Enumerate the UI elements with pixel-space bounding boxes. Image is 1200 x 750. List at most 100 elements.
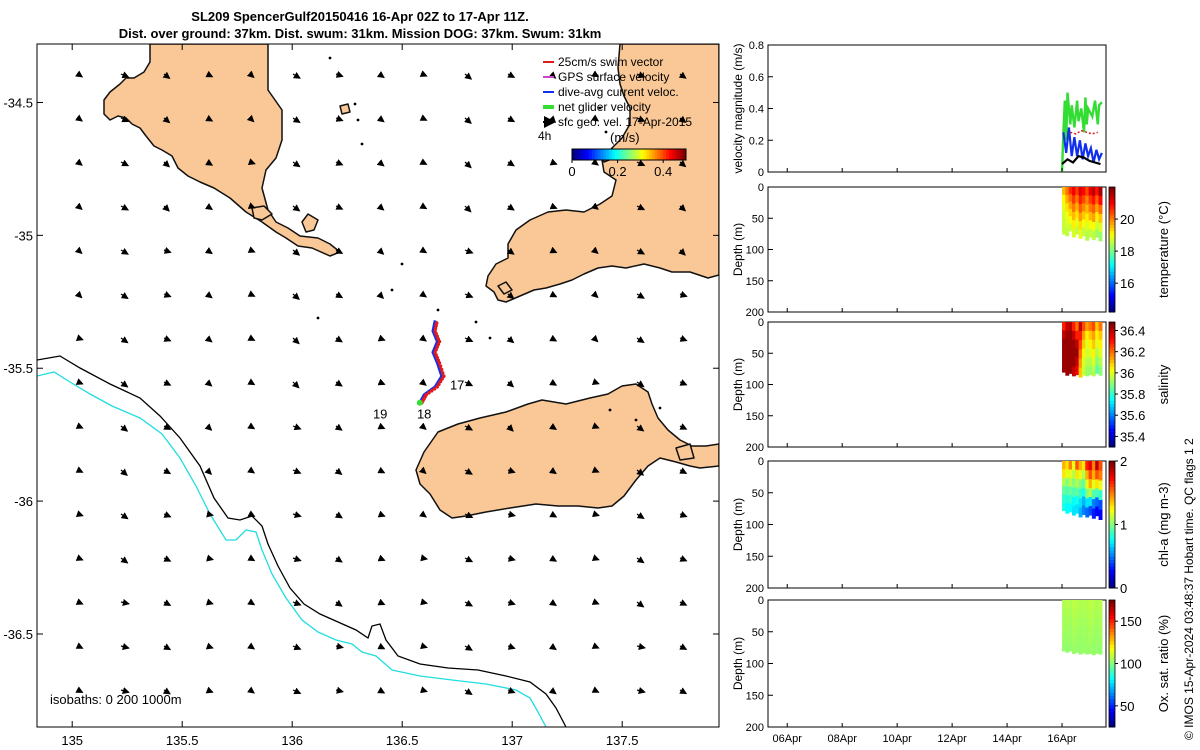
salinity-cell (1065, 339, 1070, 350)
oxygen-y-tick-label: 150 (746, 690, 764, 702)
oxygen-colorbar-segment (1109, 634, 1115, 639)
oxygen-colorbar-segment (1109, 704, 1115, 709)
temperature-cell (1081, 203, 1086, 212)
oxygen-cell (1062, 616, 1066, 626)
oxygen-colorbar-segment (1109, 666, 1115, 671)
temperature-cell (1065, 211, 1070, 221)
geo-velocity-arrow (335, 686, 344, 694)
land-islet-5 (675, 443, 695, 461)
salinity-colorbar-label: salinity (1156, 364, 1171, 404)
salinity-cell (1078, 340, 1083, 351)
temperature-colorbar-segment (1109, 187, 1115, 191)
geo-velocity-arrow (679, 335, 688, 342)
geo-velocity-arrow (292, 160, 301, 168)
geo-velocity-arrow (377, 686, 386, 694)
salinity-colorbar-segment (1109, 372, 1115, 376)
geo-velocity-arrow (75, 378, 84, 385)
colorbar-segment (614, 149, 619, 160)
swim-vector-dot (434, 321, 439, 325)
salinity-cell (1071, 322, 1076, 332)
salinity-ylabel: Depth (m) (731, 358, 745, 411)
salinity-cell (1068, 347, 1073, 357)
swim-vector-dot (427, 391, 431, 395)
salinity-colorbar-segment (1109, 400, 1115, 404)
oxygen-cell (1088, 617, 1093, 628)
chl-a-cell (1062, 469, 1066, 479)
geo-velocity-arrow (247, 510, 256, 517)
salinity-cell (1085, 339, 1090, 350)
temperature-cell (1091, 204, 1096, 214)
isobath-200m (37, 355, 567, 727)
swim-vector-dot (434, 331, 438, 336)
temperature-colorbar-segment (1109, 271, 1115, 276)
oxygen-cell (1075, 634, 1080, 644)
geo-velocity-arrow (204, 247, 213, 255)
oxygen-cell (1095, 617, 1100, 628)
colorbar-segment (572, 149, 576, 160)
geo-velocity-arrow (678, 159, 687, 168)
chl-a-cell (1098, 470, 1103, 482)
chl-a-cell (1081, 478, 1086, 489)
temperature-cell (1062, 210, 1066, 219)
oxygen-colorbar-segment (1109, 673, 1115, 677)
salinity-colorbar-tick-label: 36.4 (1120, 323, 1145, 338)
oxygen-colorbar-segment (1109, 631, 1115, 636)
chl-a-cell (1085, 470, 1090, 481)
geo-velocity-arrow (376, 203, 385, 211)
islet-dot (400, 262, 404, 266)
oxygen-cell (1078, 617, 1083, 628)
chl-a-cell (1095, 470, 1100, 480)
oxygen-colorbar-segment (1109, 676, 1115, 680)
geo-velocity-arrow (247, 334, 256, 341)
temperature-y-tick-label: 100 (746, 245, 764, 257)
chl-a-cell (1075, 469, 1080, 479)
legend-entry: dive-avg current veloc. (558, 85, 679, 99)
geo-velocity-arrow (335, 291, 344, 299)
colorbar-unit-label: (m/s) (610, 130, 640, 145)
legend-entry: 25cm/s swim vector (558, 55, 663, 69)
temperature-cell (1091, 195, 1096, 206)
salinity-cell (1078, 331, 1083, 341)
salinity-colorbar-segment (1109, 425, 1115, 429)
temperature-cell (1068, 208, 1073, 217)
salinity-colorbar-segment (1109, 347, 1115, 351)
chl-a-y-tick-label: 100 (746, 520, 764, 532)
swim-vector-dot (436, 342, 441, 347)
geo-velocity-arrow (292, 71, 301, 79)
chl-a-cell (1088, 461, 1093, 471)
salinity-cell (1075, 339, 1080, 349)
oxygen-colorbar-segment (1109, 647, 1115, 652)
chl-a-cell (1091, 470, 1096, 481)
geo-velocity-arrow (464, 160, 472, 169)
salinity-cell (1095, 356, 1100, 366)
geo-velocity-arrow (205, 202, 214, 210)
temperature-colorbar-tick-label: 18 (1120, 244, 1134, 259)
chl-a-cell (1068, 503, 1073, 513)
swim-vector-dot (436, 337, 441, 341)
salinity-colorbar-segment (1109, 365, 1115, 370)
temperature-colorbar-tick-label: 16 (1120, 276, 1134, 291)
oxygen-cell (1088, 600, 1093, 610)
geo-velocity-arrow (205, 70, 214, 78)
oxygen-colorbar-segment (1109, 663, 1115, 668)
temperature-cell (1075, 226, 1080, 235)
temperature-colorbar-segment (1109, 193, 1115, 197)
salinity-colorbar-segment (1109, 359, 1115, 364)
geo-velocity-arrow (464, 116, 472, 124)
oxygen-cell (1098, 635, 1103, 646)
salinity-cell (1071, 330, 1076, 341)
chl-a-colorbar-segment (1109, 575, 1115, 579)
chl-a-colorbar-segment (1109, 549, 1115, 554)
geo-velocity-arrow (377, 422, 386, 430)
geo-velocity-arrow (549, 510, 558, 518)
oxygen-cell (1085, 635, 1090, 646)
colorbar-segment (657, 149, 661, 160)
geo-velocity-arrow (334, 511, 343, 519)
oxygen-cell (1081, 635, 1086, 645)
chl-a-cell (1098, 499, 1103, 511)
salinity-cell (1098, 330, 1103, 341)
chl-a-colorbar-segment (1109, 568, 1115, 573)
chl-a-colorbar-segment (1109, 559, 1115, 564)
temperature-cell (1098, 222, 1103, 233)
temperature-axes (767, 186, 1107, 313)
